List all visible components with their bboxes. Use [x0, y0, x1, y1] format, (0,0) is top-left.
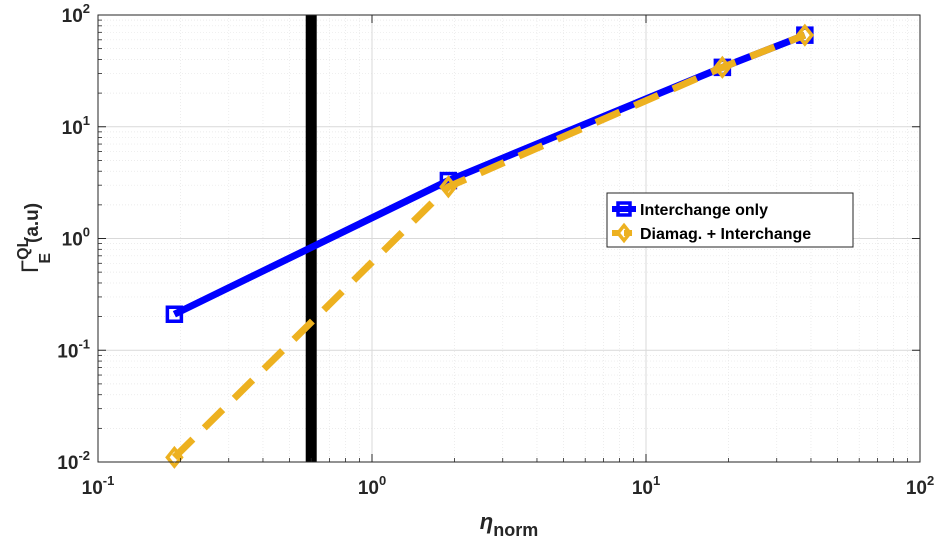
legend-swatch-marker-diamag-interchange	[615, 222, 633, 244]
x-tick-labels: 10-1 100 101 102	[82, 473, 935, 499]
x-tick-label-base: 10	[358, 478, 379, 499]
y-tick-label-exponent: 2	[83, 1, 90, 16]
y-axis-title-suffix: (a.u)	[22, 203, 43, 243]
data-point-diamag-interchange	[165, 445, 184, 469]
x-tick-label-exponent: 0	[379, 473, 386, 488]
x-tick-label-base: 10	[632, 478, 653, 499]
legend: Interchange only Diamag. + Interchange	[606, 192, 854, 248]
y-tick-label: 101	[62, 113, 90, 139]
x-tick-label-base: 10	[82, 478, 103, 499]
x-axis-title-base: η	[480, 509, 493, 534]
x-tick-label: 102	[906, 473, 934, 499]
y-axis-title-sub: E	[37, 253, 54, 264]
x-axis-title: ηnorm	[480, 509, 538, 540]
y-tick-label-base: 10	[62, 118, 83, 139]
y-tick-label: 10-1	[57, 336, 90, 362]
grid	[97, 14, 921, 463]
x-tick-label-exponent: -1	[103, 473, 115, 488]
y-tick-label-base: 10	[62, 230, 83, 251]
legend-label-diamag: Diamag. + Interchange	[640, 226, 811, 243]
legend-swatch-marker-interchange-only	[616, 201, 632, 217]
y-axis-title-base: Γ	[17, 260, 44, 273]
y-tick-label-exponent: -1	[78, 336, 90, 351]
legend-swatches	[612, 201, 636, 244]
y-tick-label: 102	[62, 1, 90, 27]
legend-label-interchange: Interchange only	[640, 202, 768, 219]
y-tick-label-exponent: 0	[83, 225, 90, 240]
series-layer	[165, 23, 815, 469]
x-tick-label: 100	[358, 473, 386, 499]
x-tick-label-base: 10	[906, 478, 927, 499]
x-tick-label: 10-1	[82, 473, 115, 499]
tick-layer	[97, 14, 921, 463]
legend-box	[606, 192, 854, 248]
x-tick-label: 101	[632, 473, 660, 499]
data-point-diamag-interchange	[713, 55, 732, 79]
x-tick-label-exponent: 2	[927, 473, 934, 488]
y-tick-label: 10-2	[57, 448, 90, 474]
y-axis-title: ΓQL E (a.u)	[15, 203, 54, 273]
y-tick-label-base: 10	[57, 341, 78, 362]
x-axis-title-sub: norm	[493, 520, 538, 540]
y-tick-label: 100	[62, 225, 90, 251]
y-tick-label-base: 10	[57, 453, 78, 474]
y-tick-label-exponent: -2	[78, 448, 90, 463]
data-point-diamag-interchange	[439, 175, 458, 199]
y-tick-label-exponent: 1	[83, 113, 90, 128]
y-axis-title-sup: QL	[15, 237, 32, 259]
x-tick-label-exponent: 1	[653, 473, 660, 488]
y-tick-label-base: 10	[62, 6, 83, 27]
series-line-diamag-interchange	[171, 31, 807, 460]
data-point-interchange-only	[165, 305, 184, 323]
data-point-diamag-interchange	[795, 23, 815, 47]
